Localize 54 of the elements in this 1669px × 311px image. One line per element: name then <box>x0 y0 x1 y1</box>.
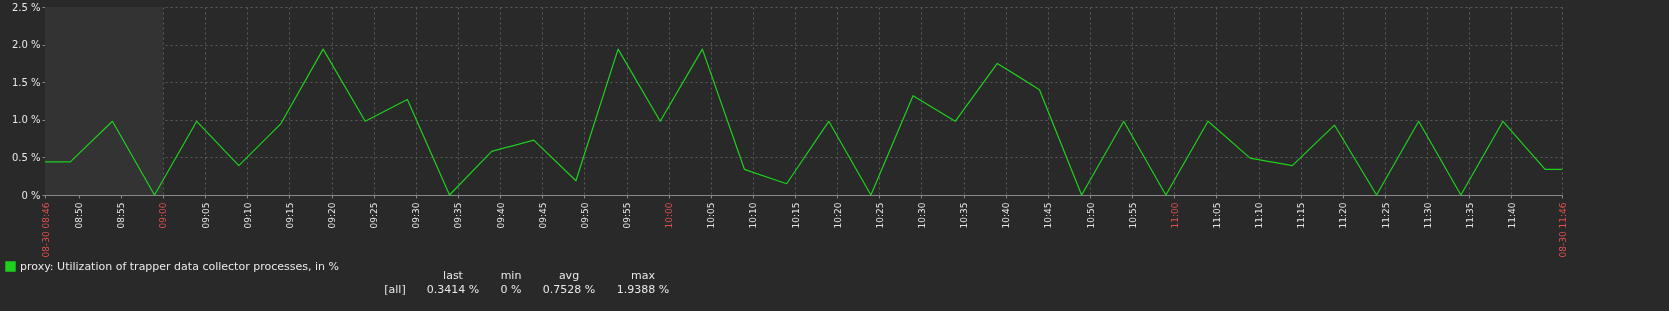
y-tick-label: 0 % <box>21 189 41 201</box>
text: max <box>631 269 655 282</box>
x-tick-label: 11:35 <box>1464 202 1475 229</box>
x-tick-label: 09:10 <box>242 202 253 229</box>
x-tick-label: 08:55 <box>116 202 127 229</box>
x-tick-label: 09:20 <box>327 202 338 229</box>
x-tick-label: 11:10 <box>1254 202 1265 229</box>
x-tick-label: 11:25 <box>1380 202 1391 229</box>
x-tick-label: 08:50 <box>74 202 85 229</box>
x-tick-label: 11:00 <box>1169 202 1180 229</box>
text: 0.7528 % <box>542 283 596 296</box>
x-tick-label: 10:05 <box>706 202 717 229</box>
x-tick-label: 09:25 <box>369 202 380 229</box>
text: 1.9388 % <box>616 283 670 296</box>
x-tick-label: 10:15 <box>790 202 801 229</box>
y-tick-label: 0.5 % <box>11 151 41 163</box>
x-tick-label: 10:10 <box>748 202 759 229</box>
x-tick-label: 09:05 <box>200 202 211 229</box>
x-tick-label: 11:20 <box>1338 202 1349 229</box>
x-tick-label: 08-30 08:46 <box>40 202 51 258</box>
x-tick-label: 11:30 <box>1422 202 1433 229</box>
x-tick-label: 10:35 <box>959 202 970 229</box>
x-tick-label: 10:50 <box>1085 202 1096 229</box>
x-tick-label: 08-30 11:46 <box>1557 202 1568 258</box>
x-tick-label: 09:35 <box>453 202 464 229</box>
text: 0.3414 % <box>426 283 480 296</box>
x-tick-label: 10:55 <box>1127 202 1138 229</box>
x-tick-label: 10:45 <box>1043 202 1054 229</box>
x-tick-label: 09:30 <box>411 202 422 229</box>
x-tick-label: 11:05 <box>1211 202 1222 229</box>
y-tick-label: 2.5 % <box>11 1 41 13</box>
x-tick-label: 11:40 <box>1506 202 1517 229</box>
x-tick-label: 09:15 <box>284 202 295 229</box>
x-tick-label: 09:40 <box>495 202 506 229</box>
y-tick-label: 1.0 % <box>11 114 41 126</box>
x-tick-label: 09:55 <box>622 202 633 229</box>
x-tick-label: 10:00 <box>664 202 675 229</box>
text: avg <box>558 269 580 282</box>
y-tick-label: 2.0 % <box>11 39 41 51</box>
x-tick-label: 10:20 <box>832 202 843 229</box>
legend-label: proxy: Utilization of trapper data collector processes, in % <box>20 259 339 273</box>
x-tick-label: 09:00 <box>158 202 169 229</box>
x-tick-label: 11:15 <box>1296 202 1307 229</box>
y-tick-label: 1.5 % <box>11 76 41 88</box>
text: min <box>500 269 522 282</box>
x-tick-label: 09:50 <box>579 202 590 229</box>
line-series <box>44 48 1563 196</box>
x-tick-label: 10:30 <box>916 202 927 229</box>
text: [all] <box>384 283 406 296</box>
x-tick-label: 09:45 <box>537 202 548 229</box>
text: 0 % <box>500 283 522 296</box>
x-tick-label: 10:40 <box>1001 202 1012 229</box>
x-tick-label: 10:25 <box>874 202 885 229</box>
text: last <box>443 269 463 282</box>
